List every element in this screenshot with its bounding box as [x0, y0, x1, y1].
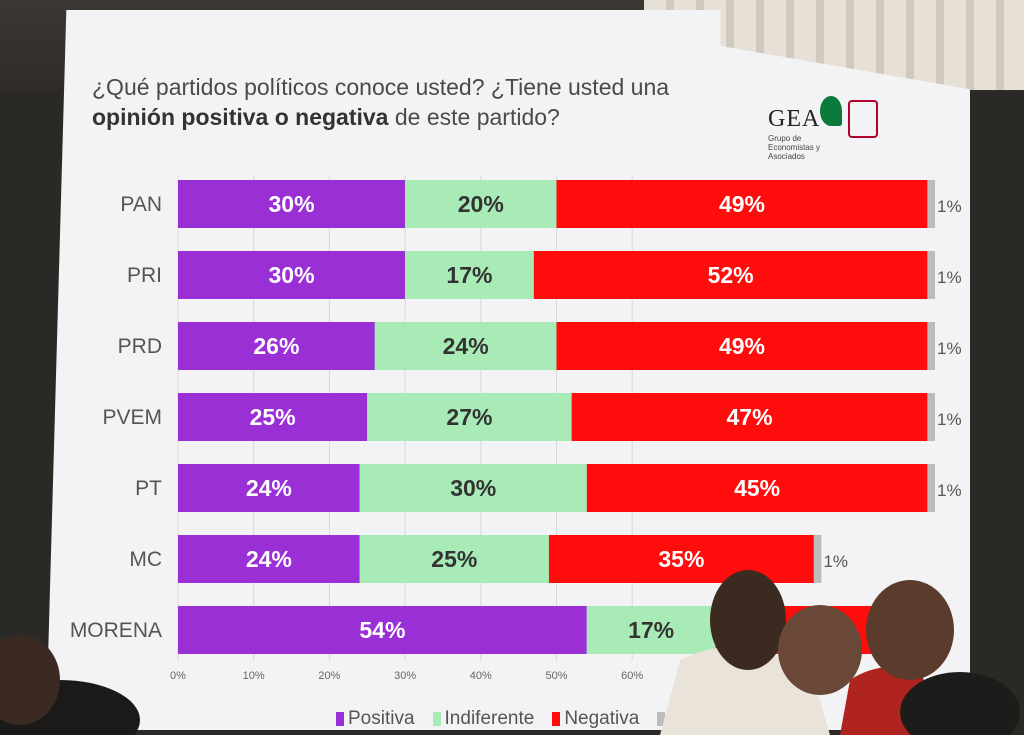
category-label: MORENA — [70, 619, 162, 642]
data-label: 20% — [458, 191, 504, 217]
data-label: 30% — [450, 475, 496, 501]
category-label: PT — [135, 477, 162, 500]
legend-swatch — [552, 712, 561, 726]
bar-segment — [178, 606, 587, 654]
data-label: 1% — [937, 268, 962, 287]
data-label: 1% — [937, 339, 962, 358]
bar-segment — [927, 393, 935, 441]
data-label: 30% — [269, 262, 315, 288]
gea-logo: GEA Grupo de Economistas y Asociados — [720, 92, 920, 162]
bar-segment — [548, 535, 814, 583]
legend-swatch — [657, 712, 666, 726]
legend-item: Indiferente — [432, 708, 535, 730]
bar-segment — [178, 535, 360, 583]
data-label: 24% — [246, 546, 292, 572]
x-tick-label: 40% — [470, 670, 492, 682]
legend-item — [657, 708, 666, 730]
legend-label: Positiva — [348, 708, 415, 729]
category-label: PVEM — [102, 406, 162, 429]
data-label: 47% — [727, 404, 773, 430]
data-label: 49% — [719, 333, 765, 359]
bar-segment — [927, 322, 935, 370]
data-label: 49% — [719, 191, 765, 217]
title-rest: de este partido? — [388, 104, 560, 130]
data-label: 1% — [823, 552, 848, 571]
legend-item: Positiva — [336, 708, 415, 730]
bar-segment — [556, 322, 928, 370]
x-tick-label: 10% — [243, 670, 265, 682]
data-label: 54% — [359, 617, 405, 643]
x-tick-label: 0% — [170, 670, 186, 682]
bar-segment — [178, 464, 360, 512]
bar-segment — [178, 180, 406, 228]
bar-segment — [586, 464, 928, 512]
x-tick-label: 60% — [621, 670, 643, 682]
data-label: 25% — [431, 546, 477, 572]
title-bold-part: opinión positiva o negativa — [92, 104, 389, 130]
legend-swatch — [432, 712, 441, 726]
legend-item: Negativa — [552, 708, 639, 730]
bar-segment — [927, 464, 935, 512]
x-tick-label: 20% — [318, 670, 340, 682]
category-label: PRD — [118, 335, 162, 358]
chart-legend: Positiva Indiferente Negativa — [336, 708, 666, 730]
logo-text: GEA — [768, 106, 821, 132]
category-label: PAN — [120, 193, 162, 216]
bar-segment — [178, 251, 406, 299]
bar-segment — [374, 322, 557, 370]
data-label: 25% — [250, 404, 296, 430]
bar-segment — [813, 535, 822, 583]
bar-segment — [359, 464, 587, 512]
data-label: 27% — [446, 404, 492, 430]
data-label: 30% — [269, 191, 315, 217]
data-label: 1% — [937, 481, 962, 500]
logo-subtitle: Grupo de Economistas y Asociados — [768, 134, 821, 161]
leaf-icon — [820, 96, 842, 126]
bar-segment — [178, 322, 375, 370]
x-tick-label: 50% — [545, 670, 567, 682]
bar-segment — [533, 251, 928, 299]
bar-segment — [556, 180, 928, 228]
title-line-1: ¿Qué partidos políticos conoce usted? ¿T… — [92, 74, 670, 100]
bar-segment — [927, 251, 935, 299]
bar-segment — [367, 393, 572, 441]
data-label: 24% — [246, 475, 292, 501]
bar-segment — [586, 606, 716, 654]
data-label: 1% — [937, 410, 962, 429]
data-label: 52% — [708, 262, 754, 288]
legend-label: Indiferente — [444, 708, 535, 729]
x-tick-label: 30% — [394, 670, 416, 682]
bar-segment — [405, 180, 557, 228]
data-label: 17% — [446, 262, 492, 288]
legend-swatch — [336, 712, 344, 726]
category-label: MC — [129, 548, 162, 571]
legend-label: Negativa — [564, 708, 640, 729]
bar-segment — [359, 535, 549, 583]
bar-segment — [927, 180, 935, 228]
data-label: 24% — [443, 333, 489, 359]
data-label: 17% — [628, 617, 674, 643]
chart-title: ¿Qué partidos políticos conoce usted? ¿T… — [92, 72, 712, 132]
bar-segment — [571, 393, 928, 441]
category-label: PRI — [127, 264, 162, 287]
data-label: 45% — [734, 475, 780, 501]
bar-segment — [178, 393, 368, 441]
data-label: 35% — [658, 546, 704, 572]
bar-segment — [405, 251, 534, 299]
data-label: 1% — [937, 197, 962, 216]
data-label: 26% — [253, 333, 299, 359]
fsr-logo-icon — [848, 100, 878, 138]
